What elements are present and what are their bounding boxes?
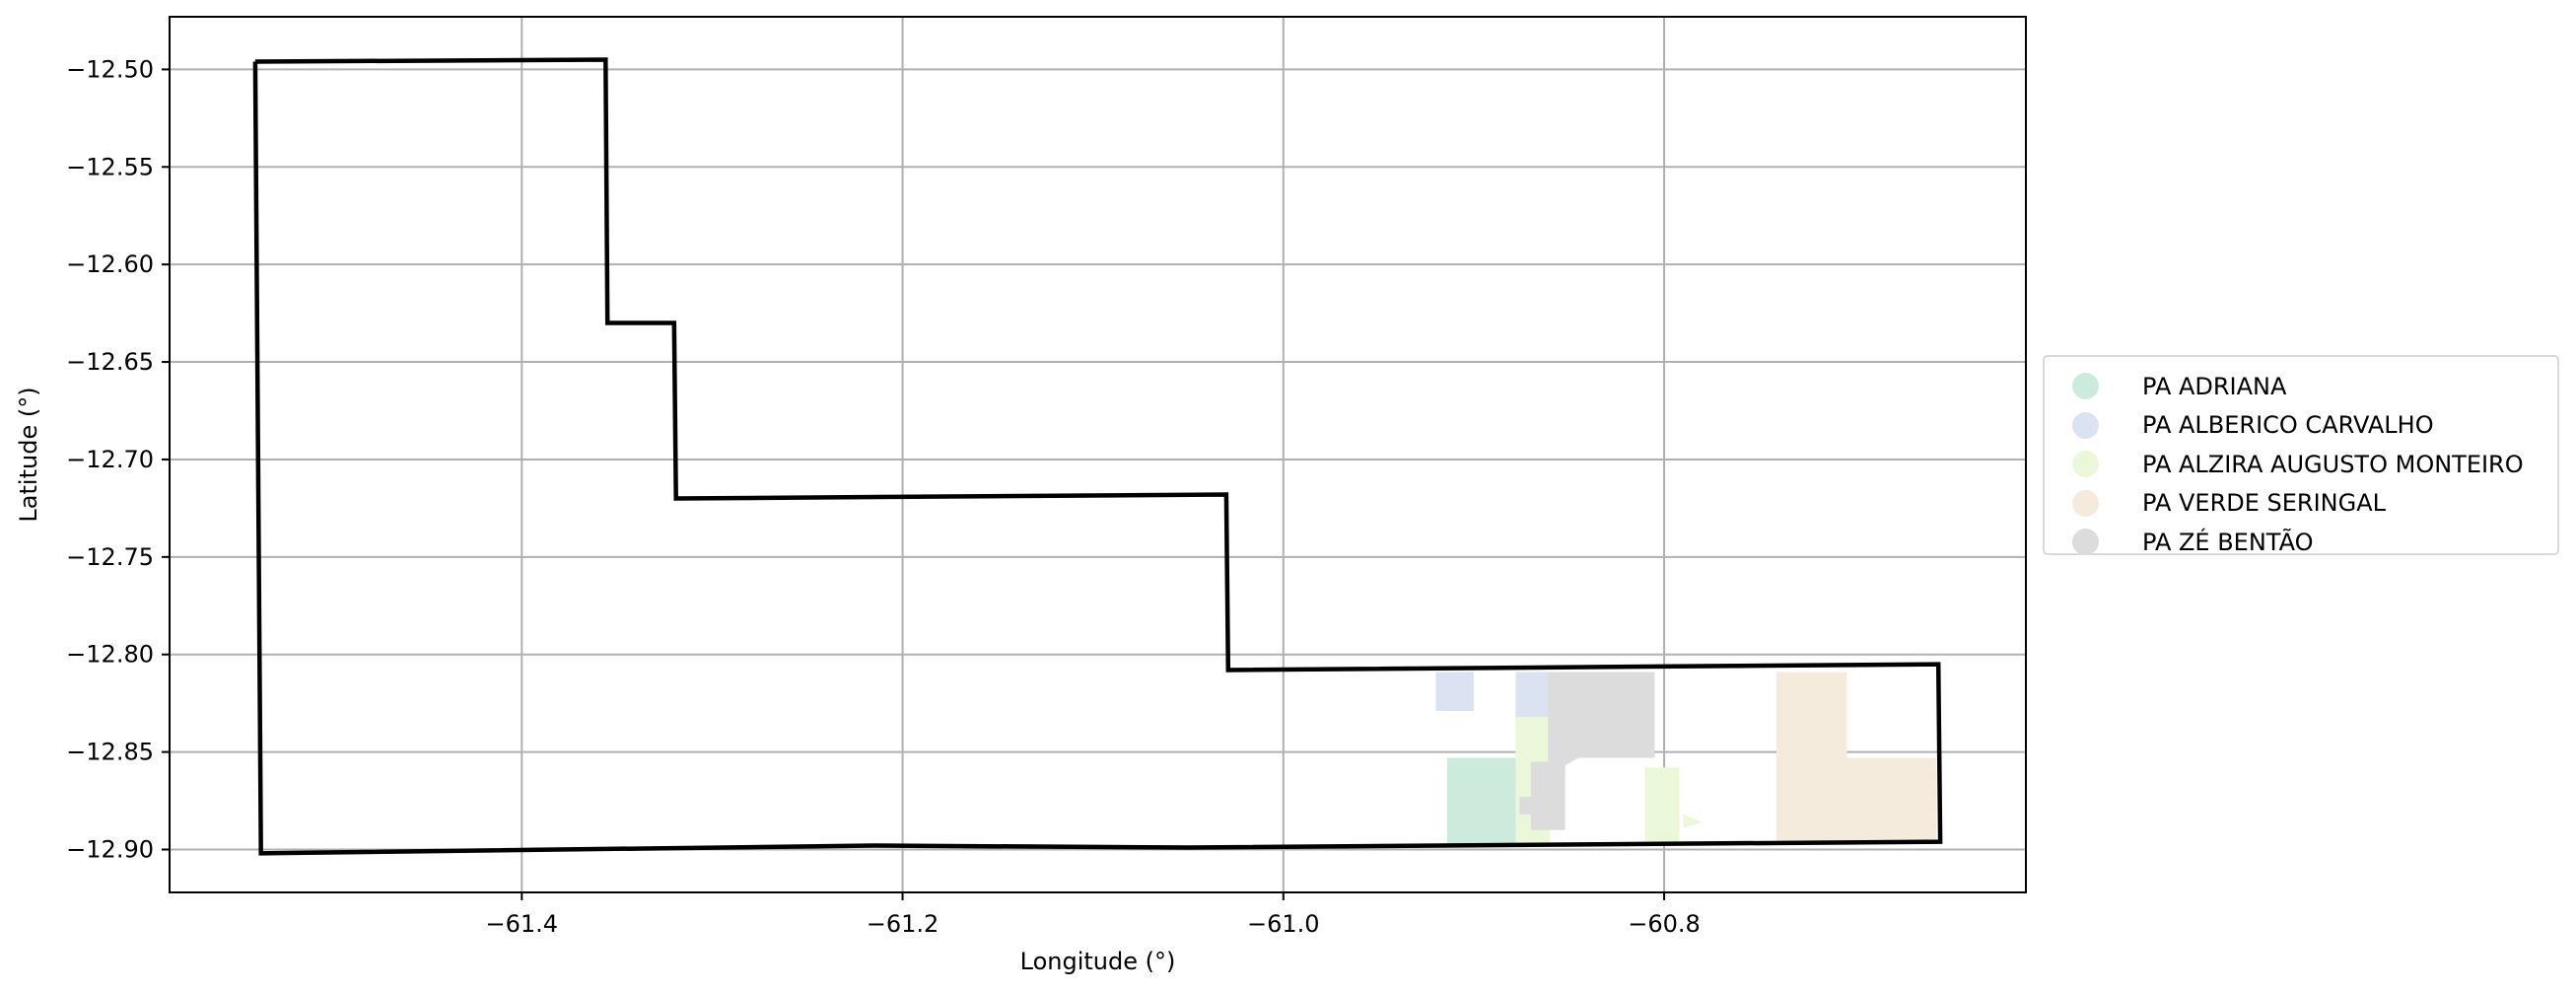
legend-label: PA ZÉ BENTÃO [2142, 528, 2314, 556]
grid [170, 17, 2026, 892]
legend-marker [2072, 489, 2099, 517]
y-axis-label: Latitude (°) [15, 387, 42, 522]
y-tick-label: −12.55 [66, 153, 154, 180]
y-tick-label: −12.85 [66, 739, 154, 766]
legend-item: PA ZÉ BENTÃO [2060, 523, 2557, 562]
legend-label: PA VERDE SERINGAL [2142, 489, 2387, 518]
x-tick-label: −60.8 [1628, 910, 1701, 938]
legend-marker [2072, 373, 2099, 400]
region-polygon [1435, 672, 1474, 712]
legend-label: PA ALZIRA AUGUSTO MONTEIRO [2142, 450, 2524, 478]
legend-item: PA ALZIRA AUGUSTO MONTEIRO [2060, 445, 2557, 484]
y-tick-label: −12.75 [66, 543, 154, 571]
region-polygon [1515, 672, 1551, 717]
settlement-regions [1435, 672, 1937, 844]
legend-item: PA ADRIANA [2060, 367, 2557, 406]
legend-marker [2072, 529, 2099, 556]
legend-label: PA ALBERICO CARVALHO [2142, 411, 2434, 440]
region-polygon [1644, 767, 1680, 844]
legend-item: PA ALBERICO CARVALHO [2060, 406, 2557, 446]
y-tick-label: −12.70 [66, 446, 154, 473]
region-polygon [1776, 672, 1937, 842]
region-polygon [1446, 757, 1516, 844]
y-tick-label: −12.65 [66, 348, 154, 376]
x-tick-label: −61.0 [1247, 910, 1320, 938]
x-tick-label: −61.4 [486, 910, 559, 938]
boundary [252, 57, 1943, 856]
legend-marker [2072, 451, 2099, 478]
x-axis-label: Longitude (°) [1020, 948, 1176, 975]
y-tick-label: −12.50 [66, 55, 154, 83]
legend: PA ADRIANA PA ALBERICO CARVALHO PA ALZIR… [2043, 355, 2559, 556]
boundary-line [252, 57, 1943, 856]
legend-item: PA VERDE SERINGAL [2060, 484, 2557, 524]
y-tick-label: −12.60 [66, 250, 154, 278]
legend-marker [2072, 411, 2099, 439]
ticks: −61.4 −61.2 −61.0 −60.8 −12.50 −12.55 −12.60 −1… [66, 55, 1701, 938]
x-tick-label: −61.2 [867, 910, 940, 938]
region-polygon [1519, 672, 1655, 830]
y-tick-label: −12.90 [66, 835, 154, 863]
axes-frame [169, 16, 2027, 893]
region-polygon [1683, 814, 1703, 828]
legend-label: PA ADRIANA [2142, 372, 2287, 400]
y-tick-label: −12.80 [66, 641, 154, 669]
